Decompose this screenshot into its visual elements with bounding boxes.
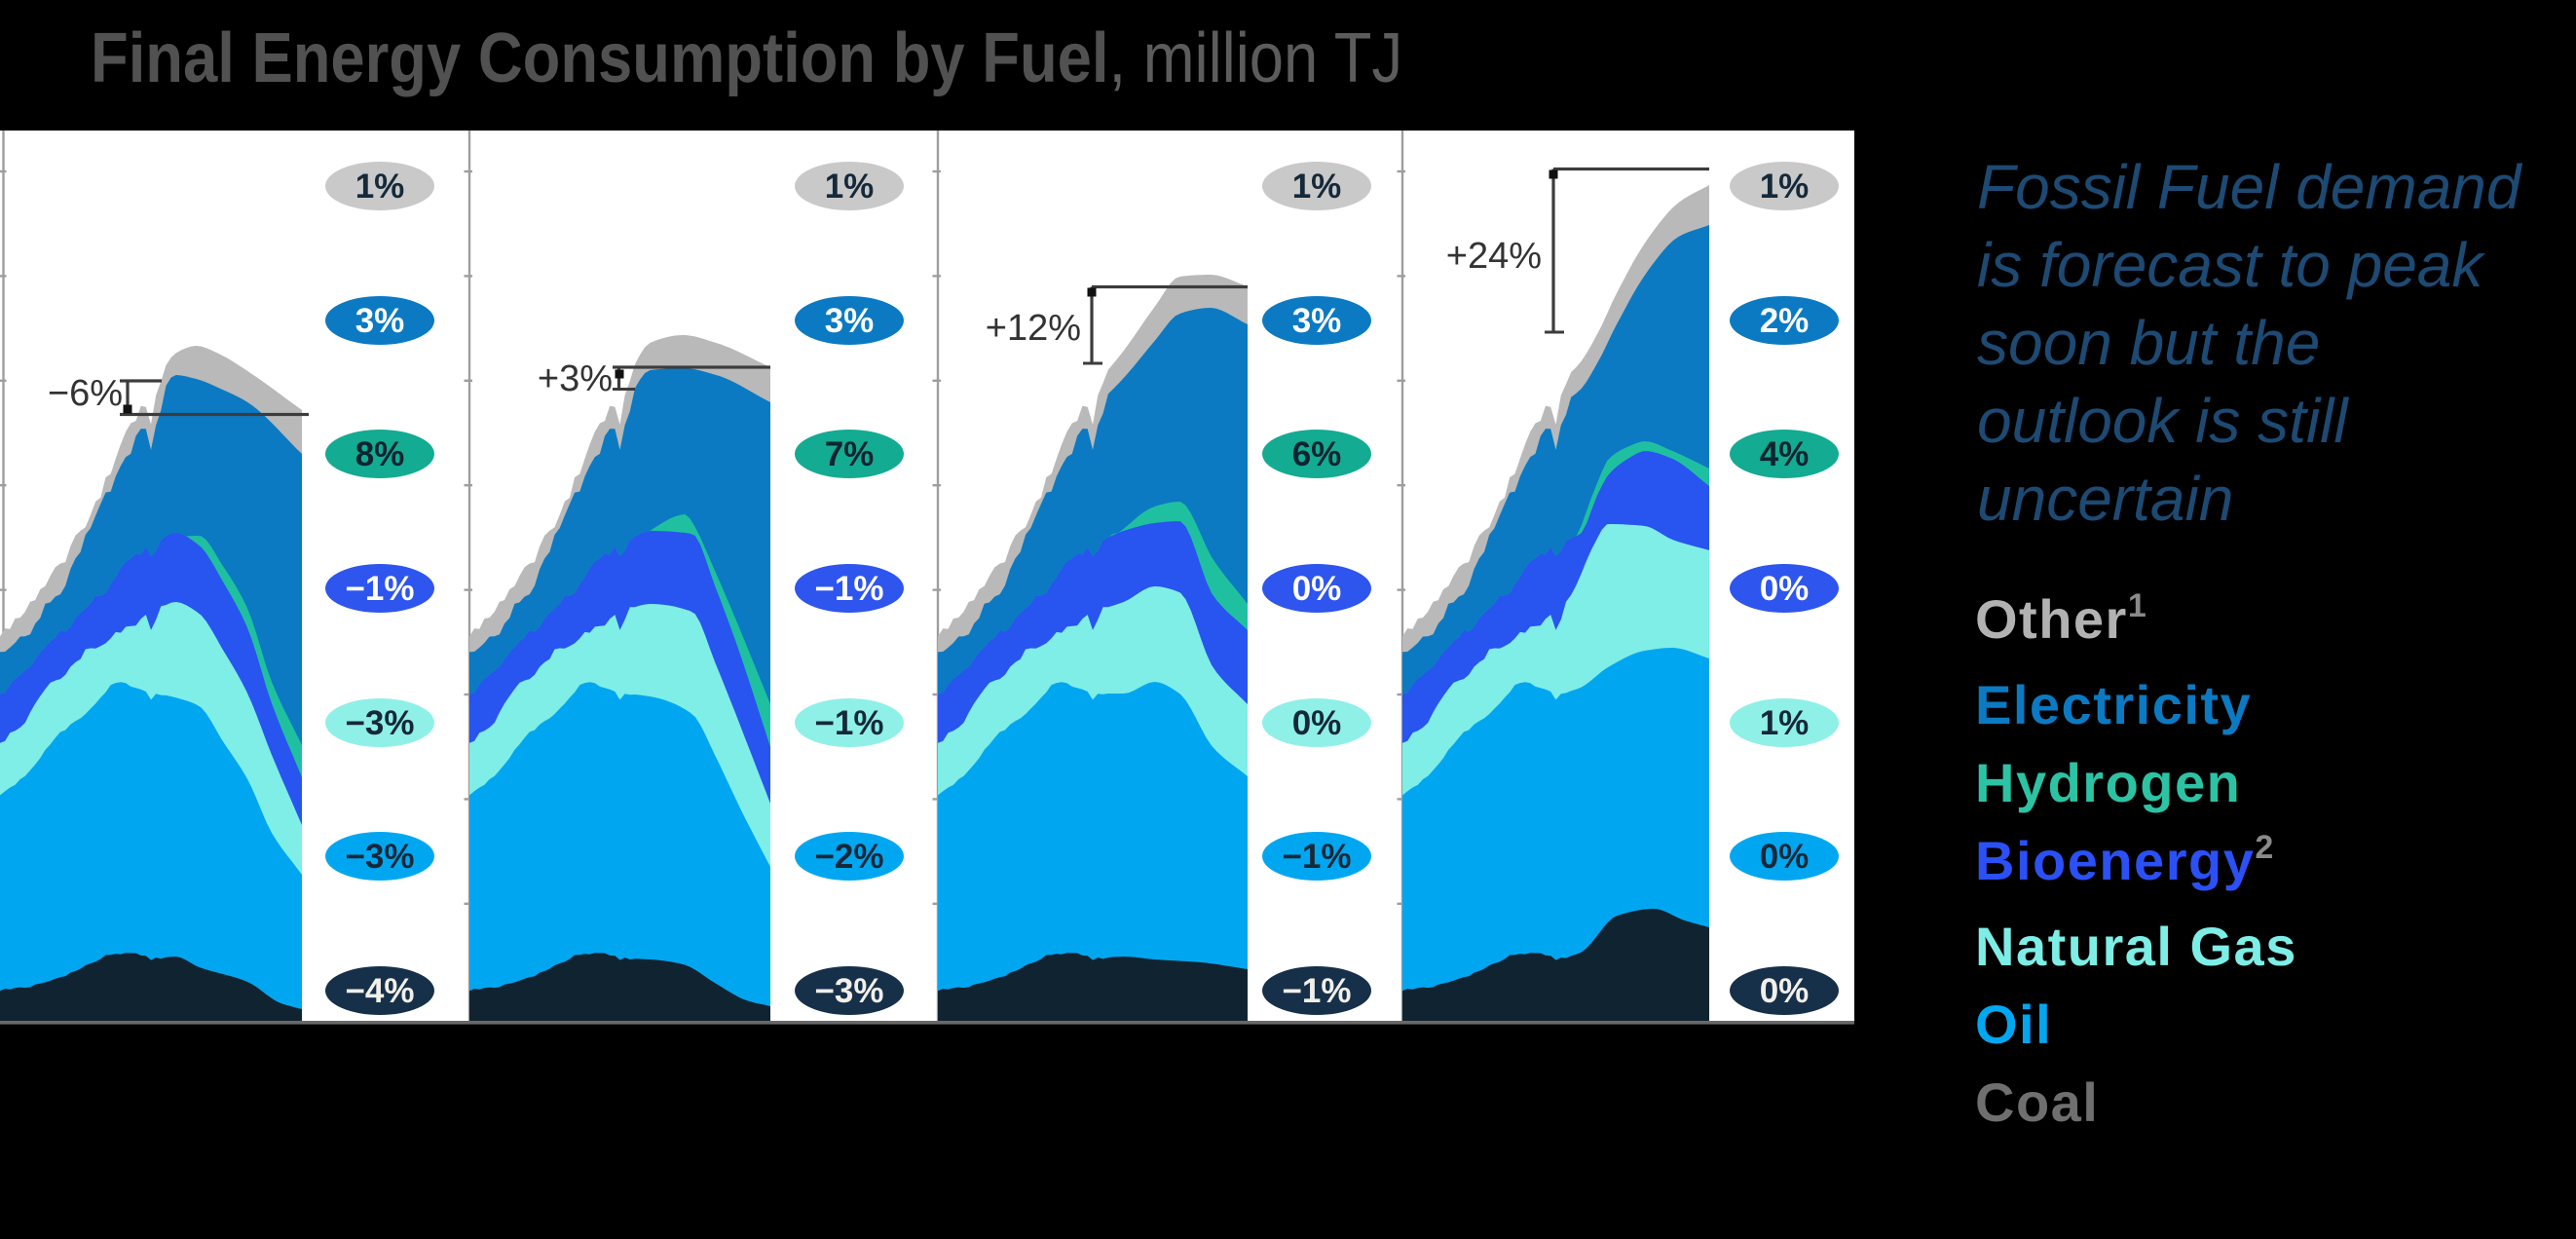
svg-text:−1%: −1% xyxy=(814,570,883,608)
svg-text:1%: 1% xyxy=(1760,704,1810,742)
svg-text:−1%: −1% xyxy=(345,570,414,608)
svg-text:−6%: −6% xyxy=(48,373,123,414)
svg-text:−3%: −3% xyxy=(345,838,414,876)
svg-text:0%: 0% xyxy=(1292,704,1342,742)
svg-text:−2%: −2% xyxy=(814,838,883,876)
svg-text:6%: 6% xyxy=(1292,435,1342,473)
svg-text:3%: 3% xyxy=(355,302,405,340)
svg-text:−1%: −1% xyxy=(1282,972,1351,1010)
svg-text:+12%: +12% xyxy=(986,308,1081,349)
svg-text:−4%: −4% xyxy=(345,972,414,1010)
svg-text:3%: 3% xyxy=(825,302,875,340)
svg-text:0%: 0% xyxy=(1760,972,1810,1010)
svg-text:3%: 3% xyxy=(1292,302,1342,340)
svg-text:0%: 0% xyxy=(1760,838,1810,876)
svg-text:0%: 0% xyxy=(1760,570,1810,608)
svg-text:1%: 1% xyxy=(355,168,405,206)
svg-text:2%: 2% xyxy=(1760,302,1810,340)
svg-text:−3%: −3% xyxy=(345,704,414,742)
svg-text:7%: 7% xyxy=(825,435,875,473)
svg-text:8%: 8% xyxy=(355,435,405,473)
svg-text:−1%: −1% xyxy=(814,704,883,742)
svg-text:1%: 1% xyxy=(1292,168,1342,206)
svg-text:+3%: +3% xyxy=(538,358,613,399)
svg-text:0%: 0% xyxy=(1292,570,1342,608)
svg-text:+24%: +24% xyxy=(1446,236,1542,277)
svg-text:−1%: −1% xyxy=(1282,838,1351,876)
svg-text:1%: 1% xyxy=(1760,168,1810,206)
svg-text:−3%: −3% xyxy=(814,972,883,1010)
svg-text:4%: 4% xyxy=(1760,435,1810,473)
svg-text:1%: 1% xyxy=(825,168,875,206)
